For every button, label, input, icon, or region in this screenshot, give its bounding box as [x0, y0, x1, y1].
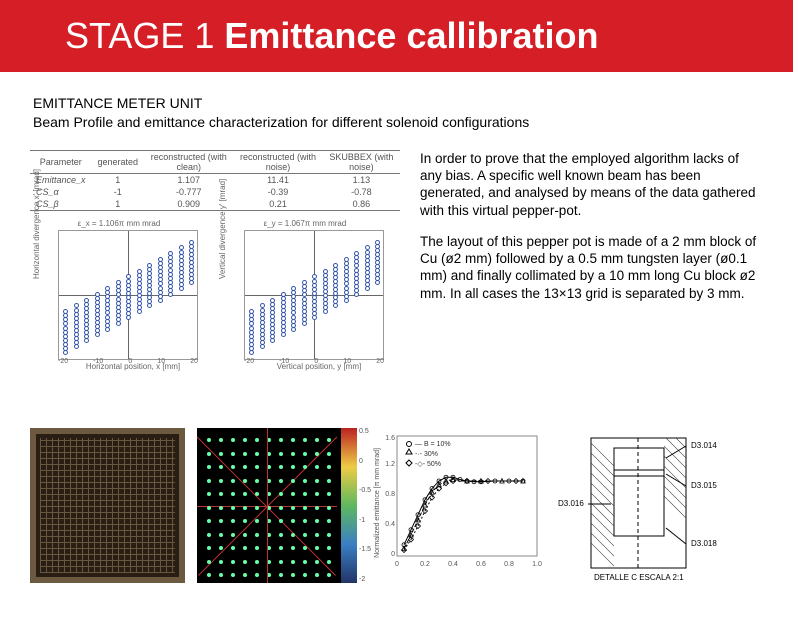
svg-text:1.2: 1.2 [385, 461, 395, 468]
plot-box [244, 230, 384, 360]
plot-ylabel: Vertical divergence y' [mrad] [218, 179, 227, 279]
svg-text:— B = 10%: — B = 10% [415, 441, 451, 448]
bottom-strip: 0.5 0 -0.5 -1 -1.5 -2 Normalized emittan… [30, 428, 731, 583]
parameter-table: Parameter generated reconstructed (with … [30, 150, 400, 211]
simulation-image: 0.5 0 -0.5 -1 -1.5 -2 [197, 428, 357, 583]
phase-plot-y: ε_y = 1.067π mm mrad Vertical divergence… [216, 219, 394, 379]
table-row: CS_β 1 0.909 0.21 0.86 [30, 198, 400, 211]
curve-svg: Normalized emittance [π mm mrad] — B = 1… [369, 428, 544, 578]
svg-text:D3.018: D3.018 [691, 539, 717, 548]
svg-text:0: 0 [391, 551, 395, 558]
table-col-2: reconstructed (with clean) [144, 150, 233, 173]
svg-text:0: 0 [395, 561, 399, 568]
plot-xticks: -20 -10 0 10 20 [58, 358, 198, 365]
plot-dots [251, 237, 377, 353]
content-row: Parameter generated reconstructed (with … [0, 142, 793, 379]
plot-dots [65, 237, 191, 353]
intro-line1: EMITTANCE METER UNIT [33, 94, 760, 113]
table-row: Emittance_x 1 1.107 11.41 1.13 [30, 173, 400, 186]
right-column: In order to prove that the employed algo… [420, 150, 763, 379]
table-col-4: SKUBBEX (with noise) [323, 150, 400, 173]
phase-plot-x: ε_x = 1.106π mm mrad Horizontal divergen… [30, 219, 208, 379]
intro-block: EMITTANCE METER UNIT Beam Profile and em… [0, 72, 793, 142]
plot-title: ε_x = 1.106π mm mrad [30, 219, 208, 228]
table-col-1: generated [92, 150, 145, 173]
colorbar: 0.5 0 -0.5 -1 -1.5 -2 [341, 428, 357, 583]
svg-text:0.8: 0.8 [504, 561, 514, 568]
table-col-3: reconstructed (with noise) [233, 150, 322, 173]
svg-text:0.2: 0.2 [420, 561, 430, 568]
svg-text:0.4: 0.4 [385, 521, 395, 528]
section-svg: D3.014 D3.015 D3.016 D3.018 DETALLE C ES… [556, 428, 731, 583]
plot-box [58, 230, 198, 360]
paragraph-2: The layout of this pepper pot is made of… [420, 233, 763, 302]
plot-title: ε_y = 1.067π mm mrad [216, 219, 394, 228]
plot-ylabel: Horizontal divergence x' [mrad] [32, 169, 41, 279]
title-prefix: STAGE 1 [65, 15, 224, 56]
title-bar: STAGE 1 Emittance callibration [0, 0, 793, 72]
svg-text:-◇- 50%: -◇- 50% [415, 461, 441, 468]
svg-text:DETALLE C ESCALA 2:1: DETALLE C ESCALA 2:1 [594, 573, 684, 582]
title-bold: Emittance callibration [224, 15, 598, 56]
intro-line2: Beam Profile and emittance characterizat… [33, 113, 760, 132]
svg-text:1.6: 1.6 [385, 435, 395, 442]
svg-text:-·- 30%: -·- 30% [415, 451, 438, 458]
svg-text:D3.014: D3.014 [691, 441, 717, 450]
svg-text:0.8: 0.8 [385, 491, 395, 498]
pepper-pot-photo [30, 428, 185, 583]
cross-section-drawing: D3.014 D3.015 D3.016 D3.018 DETALLE C ES… [556, 428, 731, 583]
svg-text:1.0: 1.0 [532, 561, 542, 568]
table-row: CS_α -1 -0.777 -0.39 -0.78 [30, 186, 400, 198]
phase-plots: ε_x = 1.106π mm mrad Horizontal divergen… [30, 219, 400, 379]
svg-text:0.6: 0.6 [476, 561, 486, 568]
svg-text:D3.015: D3.015 [691, 481, 717, 490]
paragraph-1: In order to prove that the employed algo… [420, 150, 763, 219]
sim-dots [207, 438, 327, 573]
svg-text:D3.016: D3.016 [558, 499, 584, 508]
slide-title: STAGE 1 Emittance callibration [65, 15, 599, 57]
sim-main [197, 428, 337, 583]
emittance-curve-chart: Normalized emittance [π mm mrad] — B = 1… [369, 428, 544, 578]
left-column: Parameter generated reconstructed (with … [30, 150, 400, 379]
plot-xticks: -20 -10 0 10 20 [244, 358, 384, 365]
svg-text:Normalized emittance [π mm mra: Normalized emittance [π mm mrad] [374, 448, 381, 558]
svg-text:0.4: 0.4 [448, 561, 458, 568]
